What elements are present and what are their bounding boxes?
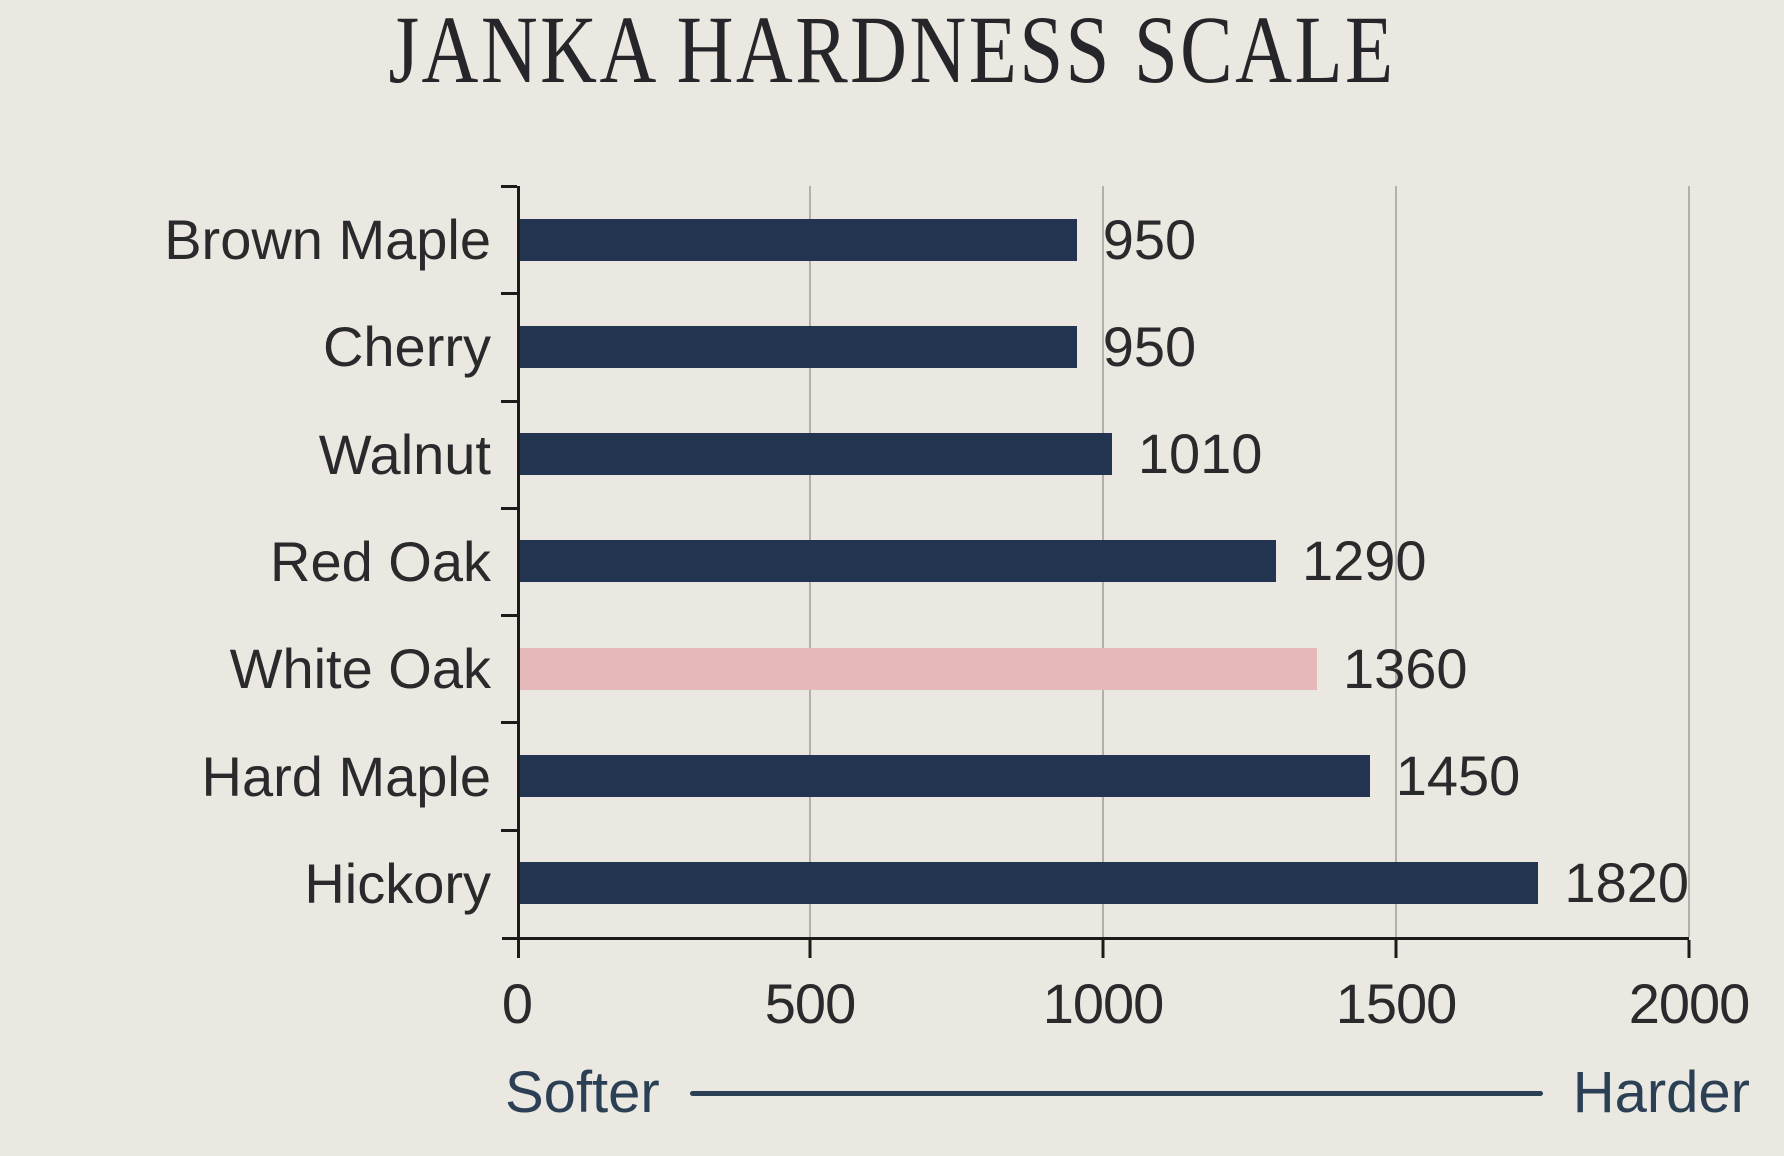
x-tick-label-0: 0 [501,972,533,1035]
category-label-white-oak: White Oak [229,637,491,701]
chart-title: JANKA HARDNESS SCALE [388,0,1396,103]
category-label-cherry: Cherry [322,315,491,379]
y-tick [501,185,517,188]
bar-white-oak [520,647,1317,690]
softer-label: Softer [505,1060,660,1125]
bar-cherry [520,325,1077,368]
y-tick [501,399,517,403]
bar-row: 950 [520,293,1689,400]
category-label-hard-maple: Hard Maple [201,744,491,808]
bar-row: 1010 [520,401,1689,508]
value-label-hard-maple: 1450 [1395,744,1521,808]
y-tick [501,614,517,618]
x-tick-label-500: 500 [764,972,856,1035]
bar-hard-maple [520,755,1370,798]
category-labels: Brown Maple Cherry Walnut Red Oak White Oak H… [0,186,491,937]
value-label-white-oak: 1360 [1342,636,1468,700]
bar-hickory [520,862,1539,905]
y-axis-line [517,186,520,958]
gridline-2000 [1688,186,1690,937]
x-tick-labels: 0 500 1000 1500 2000 [0,976,1784,1036]
x-tick-2000 [1687,940,1691,958]
bar-walnut [520,433,1112,476]
x-tick-500 [808,940,812,958]
y-tick [501,721,517,725]
x-tick-1000 [1101,940,1105,958]
y-tick [501,292,517,296]
x-tick-label-2000: 2000 [1628,972,1751,1035]
bar-row: 1360 [520,615,1689,722]
y-tick [501,506,517,510]
x-tick-label-1000: 1000 [1042,972,1165,1035]
value-label-cherry: 950 [1102,314,1197,378]
category-label-hickory: Hickory [304,851,491,915]
value-label-red-oak: 1290 [1301,529,1427,593]
bar-row: 1820 [520,830,1689,937]
category-label-walnut: Walnut [318,422,491,486]
hardness-scale-legend: Softer Harder [505,1058,1750,1128]
x-tick-1500 [1394,940,1398,958]
bar-brown-maple [520,218,1077,261]
bar-row: 950 [520,186,1689,293]
bars-container: 950 950 1010 1290 1360 1450 1820 [520,186,1689,937]
plot-area: 950 950 1010 1290 1360 1450 1820 [501,185,1691,958]
x-axis-line [502,937,1689,940]
x-tick-label-1500: 1500 [1335,972,1458,1035]
bar-row: 1290 [520,508,1689,615]
bar-red-oak [520,540,1276,583]
category-label-red-oak: Red Oak [270,529,491,593]
value-label-brown-maple: 950 [1102,207,1197,271]
gridline-1500 [1395,186,1397,937]
scale-line [689,1090,1543,1096]
bar-row: 1450 [520,722,1689,829]
y-tick [501,828,517,832]
harder-label: Harder [1572,1060,1750,1125]
category-label-brown-maple: Brown Maple [164,208,491,272]
value-label-hickory: 1820 [1564,851,1689,915]
value-label-walnut: 1010 [1137,422,1263,486]
